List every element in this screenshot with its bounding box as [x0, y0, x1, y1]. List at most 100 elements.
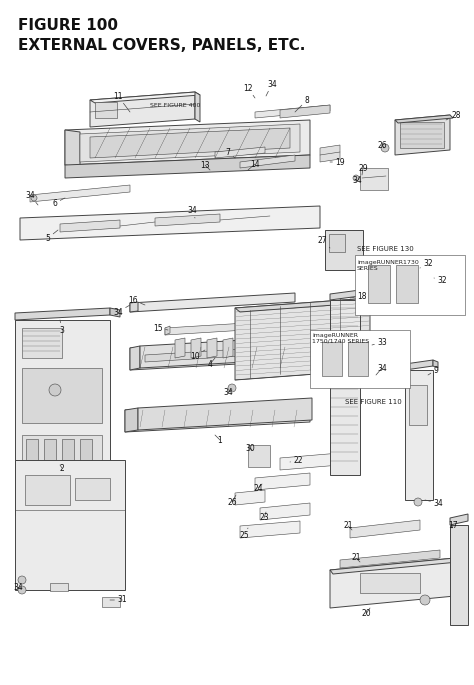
Circle shape — [228, 384, 236, 392]
Polygon shape — [280, 453, 340, 470]
Text: 21: 21 — [343, 521, 353, 530]
Polygon shape — [330, 290, 360, 300]
Bar — [405, 370, 433, 500]
Text: 30: 30 — [245, 443, 255, 453]
Bar — [248, 445, 270, 467]
Text: 15: 15 — [153, 323, 168, 332]
Text: 1: 1 — [215, 435, 222, 445]
Polygon shape — [255, 338, 265, 358]
Text: 11: 11 — [113, 92, 130, 112]
Bar — [360, 168, 388, 190]
Polygon shape — [20, 206, 320, 240]
Bar — [50, 583, 68, 591]
Text: 24: 24 — [253, 484, 263, 493]
Text: 5: 5 — [46, 230, 58, 242]
Polygon shape — [260, 503, 310, 520]
Text: imageRUNNER
1750/1740 SERIES: imageRUNNER 1750/1740 SERIES — [312, 333, 369, 344]
Text: 8: 8 — [295, 95, 310, 112]
Bar — [329, 234, 345, 252]
Text: 34: 34 — [223, 388, 233, 397]
Text: 32: 32 — [434, 275, 447, 284]
Bar — [400, 122, 444, 148]
Bar — [15, 460, 125, 590]
Bar — [26, 439, 38, 464]
Text: 34: 34 — [425, 499, 443, 508]
Polygon shape — [395, 115, 453, 123]
Text: 34: 34 — [113, 305, 130, 316]
Bar — [355, 255, 465, 315]
Text: 25: 25 — [239, 528, 249, 540]
Polygon shape — [65, 120, 310, 165]
Bar — [62, 439, 74, 464]
Text: 14: 14 — [248, 160, 260, 170]
Bar — [22, 435, 102, 470]
Text: 34: 34 — [13, 584, 23, 593]
Text: 4: 4 — [208, 358, 215, 369]
Bar — [450, 525, 468, 625]
Text: 3: 3 — [60, 320, 64, 334]
Bar — [396, 265, 418, 303]
Text: 21: 21 — [351, 553, 361, 562]
Text: 20: 20 — [361, 608, 371, 619]
Circle shape — [353, 175, 359, 181]
Text: 28: 28 — [446, 110, 461, 120]
Text: 12: 12 — [243, 84, 255, 98]
Text: 18: 18 — [350, 292, 367, 301]
Text: SEE FIGURE 110: SEE FIGURE 110 — [345, 399, 402, 405]
Text: 26: 26 — [377, 140, 387, 149]
Polygon shape — [350, 520, 420, 538]
Polygon shape — [207, 338, 217, 358]
Bar — [25, 475, 70, 505]
Polygon shape — [130, 338, 310, 370]
Polygon shape — [175, 338, 185, 358]
Polygon shape — [215, 147, 265, 158]
Polygon shape — [195, 92, 200, 122]
Polygon shape — [30, 185, 130, 202]
Text: SEE FIGURE 400: SEE FIGURE 400 — [150, 103, 201, 108]
Polygon shape — [405, 360, 433, 370]
Text: 34: 34 — [352, 175, 362, 184]
Text: 9: 9 — [428, 366, 438, 375]
Text: 32: 32 — [420, 258, 433, 268]
Bar — [22, 328, 62, 358]
Text: 19: 19 — [330, 158, 345, 166]
Bar — [310, 330, 410, 388]
Text: 2: 2 — [60, 464, 64, 473]
Bar — [348, 342, 368, 376]
Polygon shape — [130, 346, 140, 370]
Polygon shape — [130, 302, 138, 312]
Polygon shape — [65, 155, 310, 178]
Circle shape — [414, 498, 422, 506]
Polygon shape — [240, 521, 300, 538]
Polygon shape — [395, 115, 450, 155]
Text: 33: 33 — [372, 338, 387, 347]
Text: 10: 10 — [190, 350, 205, 360]
Circle shape — [18, 586, 26, 594]
Polygon shape — [80, 124, 300, 162]
Text: 23: 23 — [259, 512, 269, 523]
Text: imageRUNNER1730
SERIES: imageRUNNER1730 SERIES — [357, 260, 419, 271]
Text: 22: 22 — [290, 456, 303, 464]
Polygon shape — [138, 398, 312, 430]
Polygon shape — [255, 105, 330, 118]
Polygon shape — [90, 92, 200, 103]
Bar — [95, 102, 117, 118]
Circle shape — [49, 384, 61, 396]
Text: FIGURE 100: FIGURE 100 — [18, 18, 118, 33]
Bar — [75, 478, 110, 500]
Bar — [322, 342, 342, 376]
Polygon shape — [130, 293, 295, 312]
Bar — [15, 320, 110, 515]
Polygon shape — [287, 338, 297, 358]
Polygon shape — [90, 92, 195, 127]
Polygon shape — [145, 346, 290, 362]
Polygon shape — [239, 338, 249, 358]
Bar — [330, 300, 360, 475]
Polygon shape — [90, 128, 290, 158]
Text: SEE FIGURE 130: SEE FIGURE 130 — [357, 246, 414, 252]
Bar — [409, 385, 427, 425]
Polygon shape — [140, 336, 315, 368]
Polygon shape — [191, 338, 201, 358]
Polygon shape — [65, 130, 80, 167]
Text: 34: 34 — [187, 206, 197, 218]
